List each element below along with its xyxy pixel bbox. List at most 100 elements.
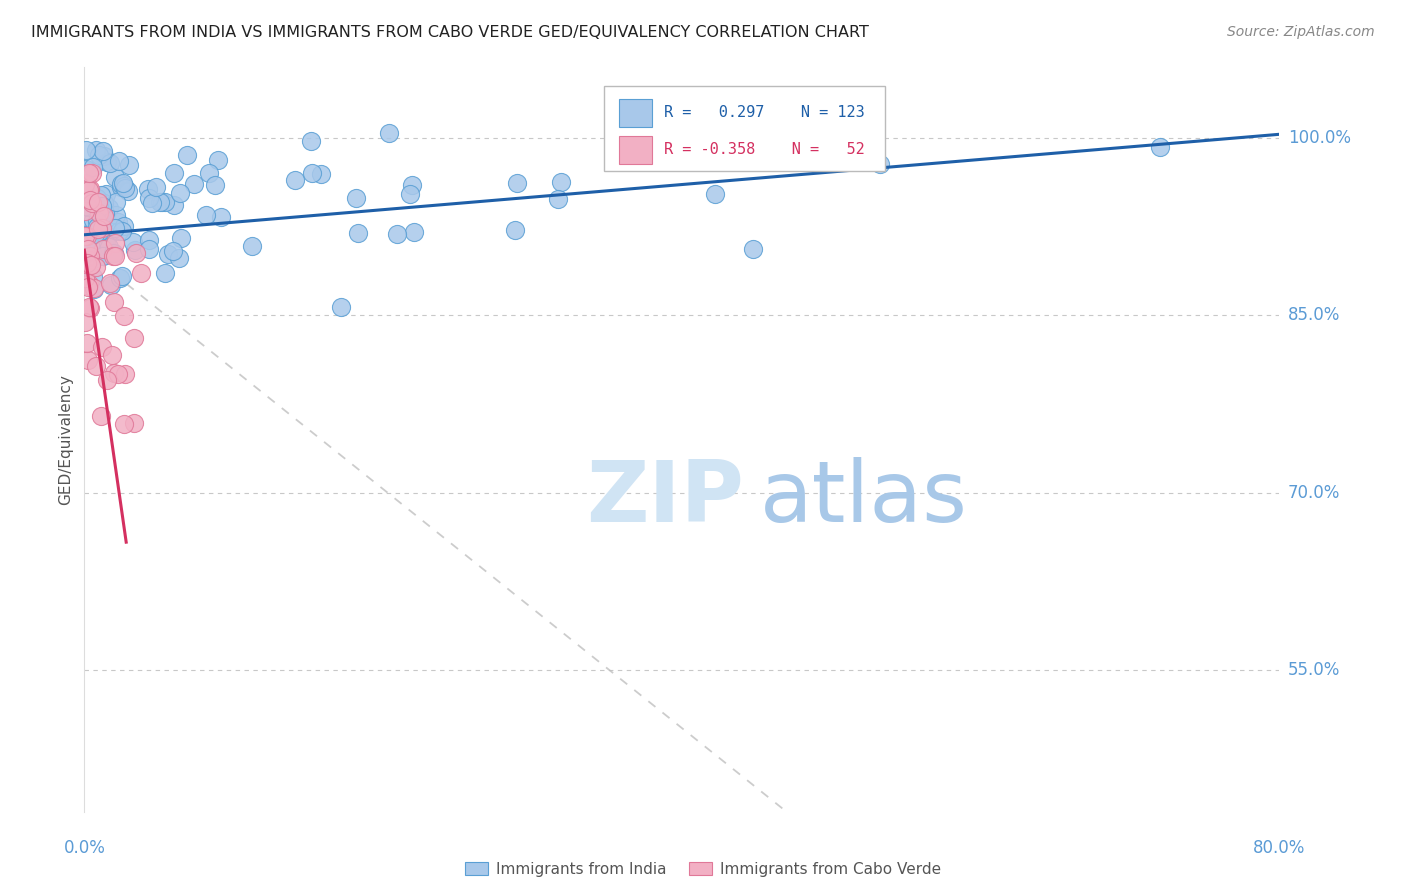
Point	[107, 154, 129, 169]
Point	[87, 195, 110, 210]
Point	[87, 222, 110, 236]
Point	[103, 366, 125, 380]
Point	[75, 271, 97, 285]
Point	[90, 188, 112, 202]
Point	[112, 417, 135, 432]
Point	[75, 314, 97, 328]
Point	[86, 191, 108, 205]
Point	[75, 161, 97, 176]
Text: ZIP: ZIP	[586, 458, 744, 541]
Point	[506, 176, 529, 190]
Point	[84, 359, 107, 374]
Point	[145, 180, 167, 194]
Point	[283, 173, 305, 187]
Point	[136, 182, 159, 196]
Point	[101, 245, 124, 260]
Point	[93, 209, 115, 223]
Point	[108, 224, 131, 238]
Point	[105, 194, 128, 209]
Point	[91, 145, 114, 159]
Point	[79, 194, 101, 208]
Point	[176, 148, 198, 162]
Point	[550, 175, 572, 189]
Point	[80, 166, 103, 180]
Point	[107, 367, 129, 381]
Point	[124, 331, 146, 345]
Point	[84, 227, 107, 241]
Point	[80, 241, 103, 255]
Point	[93, 196, 115, 211]
Point	[114, 367, 136, 381]
Point	[138, 242, 160, 256]
Point	[117, 158, 139, 172]
Point	[80, 227, 103, 242]
Point	[91, 243, 114, 257]
Point	[91, 340, 114, 354]
Point	[110, 268, 132, 283]
Text: 80.0%: 80.0%	[1253, 839, 1306, 857]
Point	[869, 157, 891, 171]
Point	[163, 166, 186, 180]
Point	[104, 220, 127, 235]
Point	[90, 210, 112, 224]
Point	[1149, 140, 1171, 154]
Point	[547, 193, 569, 207]
Text: R =   0.297    N = 123: R = 0.297 N = 123	[664, 105, 865, 120]
Point	[77, 277, 100, 291]
Point	[104, 169, 127, 184]
Point	[91, 242, 114, 256]
Point	[150, 194, 173, 209]
Point	[76, 335, 98, 350]
Point	[93, 199, 115, 213]
Point	[87, 225, 110, 239]
Point	[79, 237, 101, 252]
Point	[90, 221, 112, 235]
Point	[169, 251, 191, 265]
Point	[79, 213, 101, 227]
Point	[163, 198, 186, 212]
Point	[76, 217, 98, 231]
Point	[204, 178, 226, 193]
Point	[83, 202, 105, 217]
Point	[112, 179, 135, 194]
Point	[93, 149, 115, 163]
Point	[97, 240, 120, 254]
Point	[347, 226, 370, 240]
Point	[76, 278, 98, 293]
Point	[330, 301, 353, 315]
Point	[94, 187, 117, 202]
Point	[82, 191, 104, 205]
Point	[89, 200, 111, 214]
Point	[86, 205, 108, 219]
Point	[103, 246, 125, 260]
Point	[75, 143, 97, 157]
Text: 0.0%: 0.0%	[63, 839, 105, 857]
Bar	[619, 136, 652, 164]
Point	[98, 277, 121, 291]
Legend: Immigrants from India, Immigrants from Cabo Verde: Immigrants from India, Immigrants from C…	[457, 854, 949, 884]
Text: 85.0%: 85.0%	[1288, 306, 1340, 324]
Point	[82, 252, 104, 267]
Point	[124, 243, 146, 257]
Point	[83, 240, 105, 254]
Point	[125, 245, 148, 260]
Point	[108, 271, 131, 285]
Point	[207, 153, 229, 167]
Text: 100.0%: 100.0%	[1288, 128, 1351, 147]
Point	[83, 160, 105, 174]
Point	[75, 203, 97, 218]
Point	[76, 255, 98, 269]
Point	[194, 208, 217, 222]
Point	[97, 229, 120, 244]
Text: atlas: atlas	[759, 458, 967, 541]
Point	[75, 213, 97, 227]
Point	[76, 163, 98, 178]
Point	[77, 184, 100, 198]
Point	[90, 221, 112, 235]
Point	[742, 242, 765, 256]
Point	[77, 252, 100, 267]
Point	[153, 194, 176, 209]
Point	[83, 282, 105, 296]
Point	[122, 235, 145, 249]
Point	[111, 176, 134, 190]
